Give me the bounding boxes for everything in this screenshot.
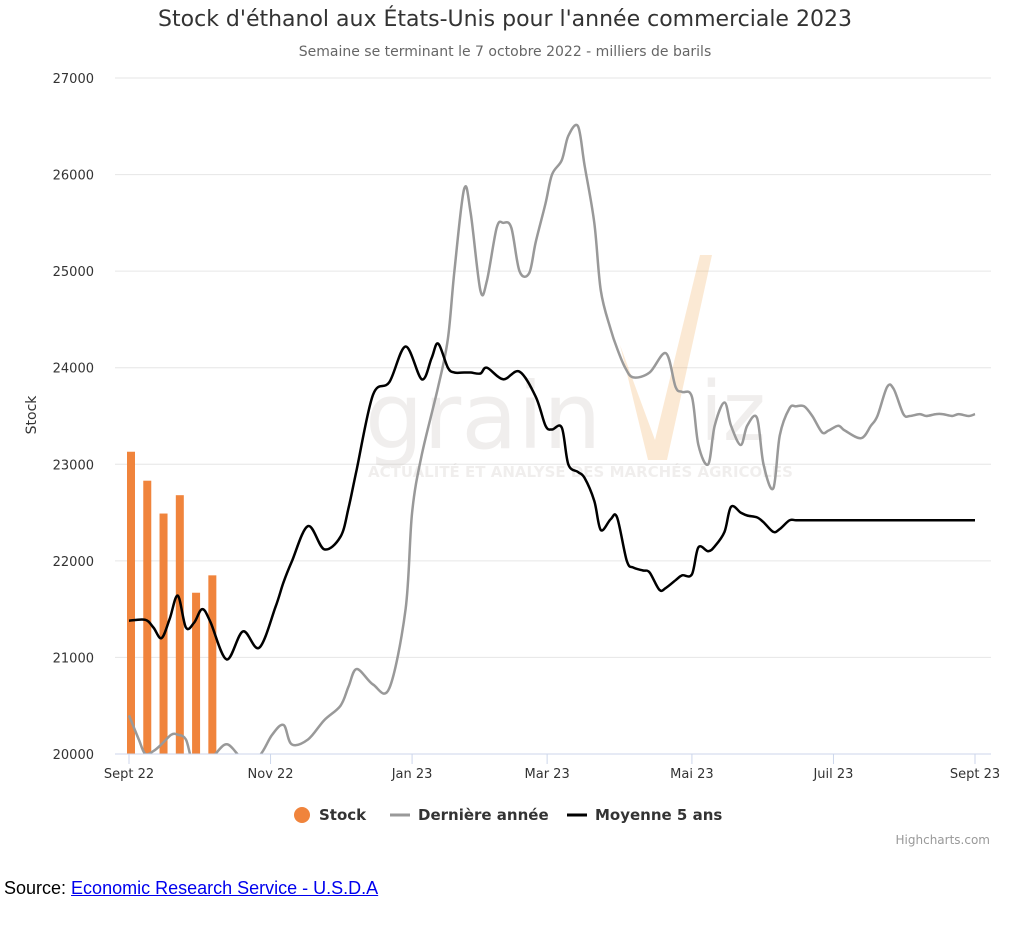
chart-subtitle: Semaine se terminant le 7 octobre 2022 -… [299,44,711,60]
chart-container: Stock d'éthanol aux États-Unis pour l'an… [24,6,1001,847]
moyenne-5-ans-line[interactable] [128,342,975,661]
x-tick-label: Mai 23 [670,767,713,782]
derniere-annee-line[interactable] [127,123,976,765]
series-lines [127,123,976,765]
x-tick-label: Sept 23 [950,767,1000,782]
stock-bar[interactable] [192,592,201,754]
x-tick-label: Juil 23 [812,767,853,782]
source-link[interactable]: Economic Research Service - U.S.D.A [71,878,379,898]
stock-bars [127,451,217,754]
legend-stock-label: Stock [319,806,367,824]
y-tick-label: 22000 [53,555,94,570]
grainwiz-watermark-logo: grain iz ACTUALITÉ ET ANALYSE DES MARCHÉ… [365,255,793,481]
legend-derniere-annee-label: Dernière année [418,806,549,824]
ethanol-stock-chart: Stock d'éthanol aux États-Unis pour l'an… [24,6,1001,847]
watermark-logo-mark [620,255,712,460]
y-tick-label: 27000 [53,72,94,87]
y-tick-label: 23000 [53,458,94,473]
x-tick-label: Jan 23 [391,767,433,782]
y-axis-title: Stock [24,395,40,435]
legend-moyenne-5-ans-label: Moyenne 5 ans [595,806,722,824]
source-line: Source: Economic Research Service - U.S.… [4,878,378,899]
y-tick-label: 20000 [53,748,94,763]
stock-bar[interactable] [127,451,135,754]
y-tick-label: 21000 [53,651,94,666]
legend-stock-marker [294,807,310,823]
stock-bar[interactable] [208,575,217,754]
stock-bar[interactable] [175,495,184,754]
legend-item-derniere-annee[interactable]: Dernière année [390,806,549,824]
highcharts-credits[interactable]: Highcharts.com [896,833,990,847]
axes: 20000 21000 22000 23000 24000 25000 26000 27000… [53,72,1001,782]
legend-item-moyenne-5-ans[interactable]: Moyenne 5 ans [567,806,722,824]
stock-bar[interactable] [143,480,152,754]
y-tick-label: 26000 [53,169,94,184]
x-tick-label: Mar 23 [525,767,570,782]
watermark-tagline: ACTUALITÉ ET ANALYSE DES MARCHÉS AGRICOL… [368,462,793,481]
y-tick-label: 25000 [53,265,94,280]
y-tick-label: 24000 [53,362,94,377]
x-tick-label: Sept 22 [104,767,154,782]
source-prefix: Source: [4,878,72,898]
legend-item-stock[interactable]: Stock [294,806,367,824]
watermark-logo-word-end: iz [700,365,766,460]
legend: Stock Dernière année Moyenne 5 ans [294,806,722,824]
watermark-logo-word: grain [365,363,601,470]
chart-title: Stock d'éthanol aux États-Unis pour l'an… [158,6,852,32]
x-tick-label: Nov 22 [248,767,294,782]
